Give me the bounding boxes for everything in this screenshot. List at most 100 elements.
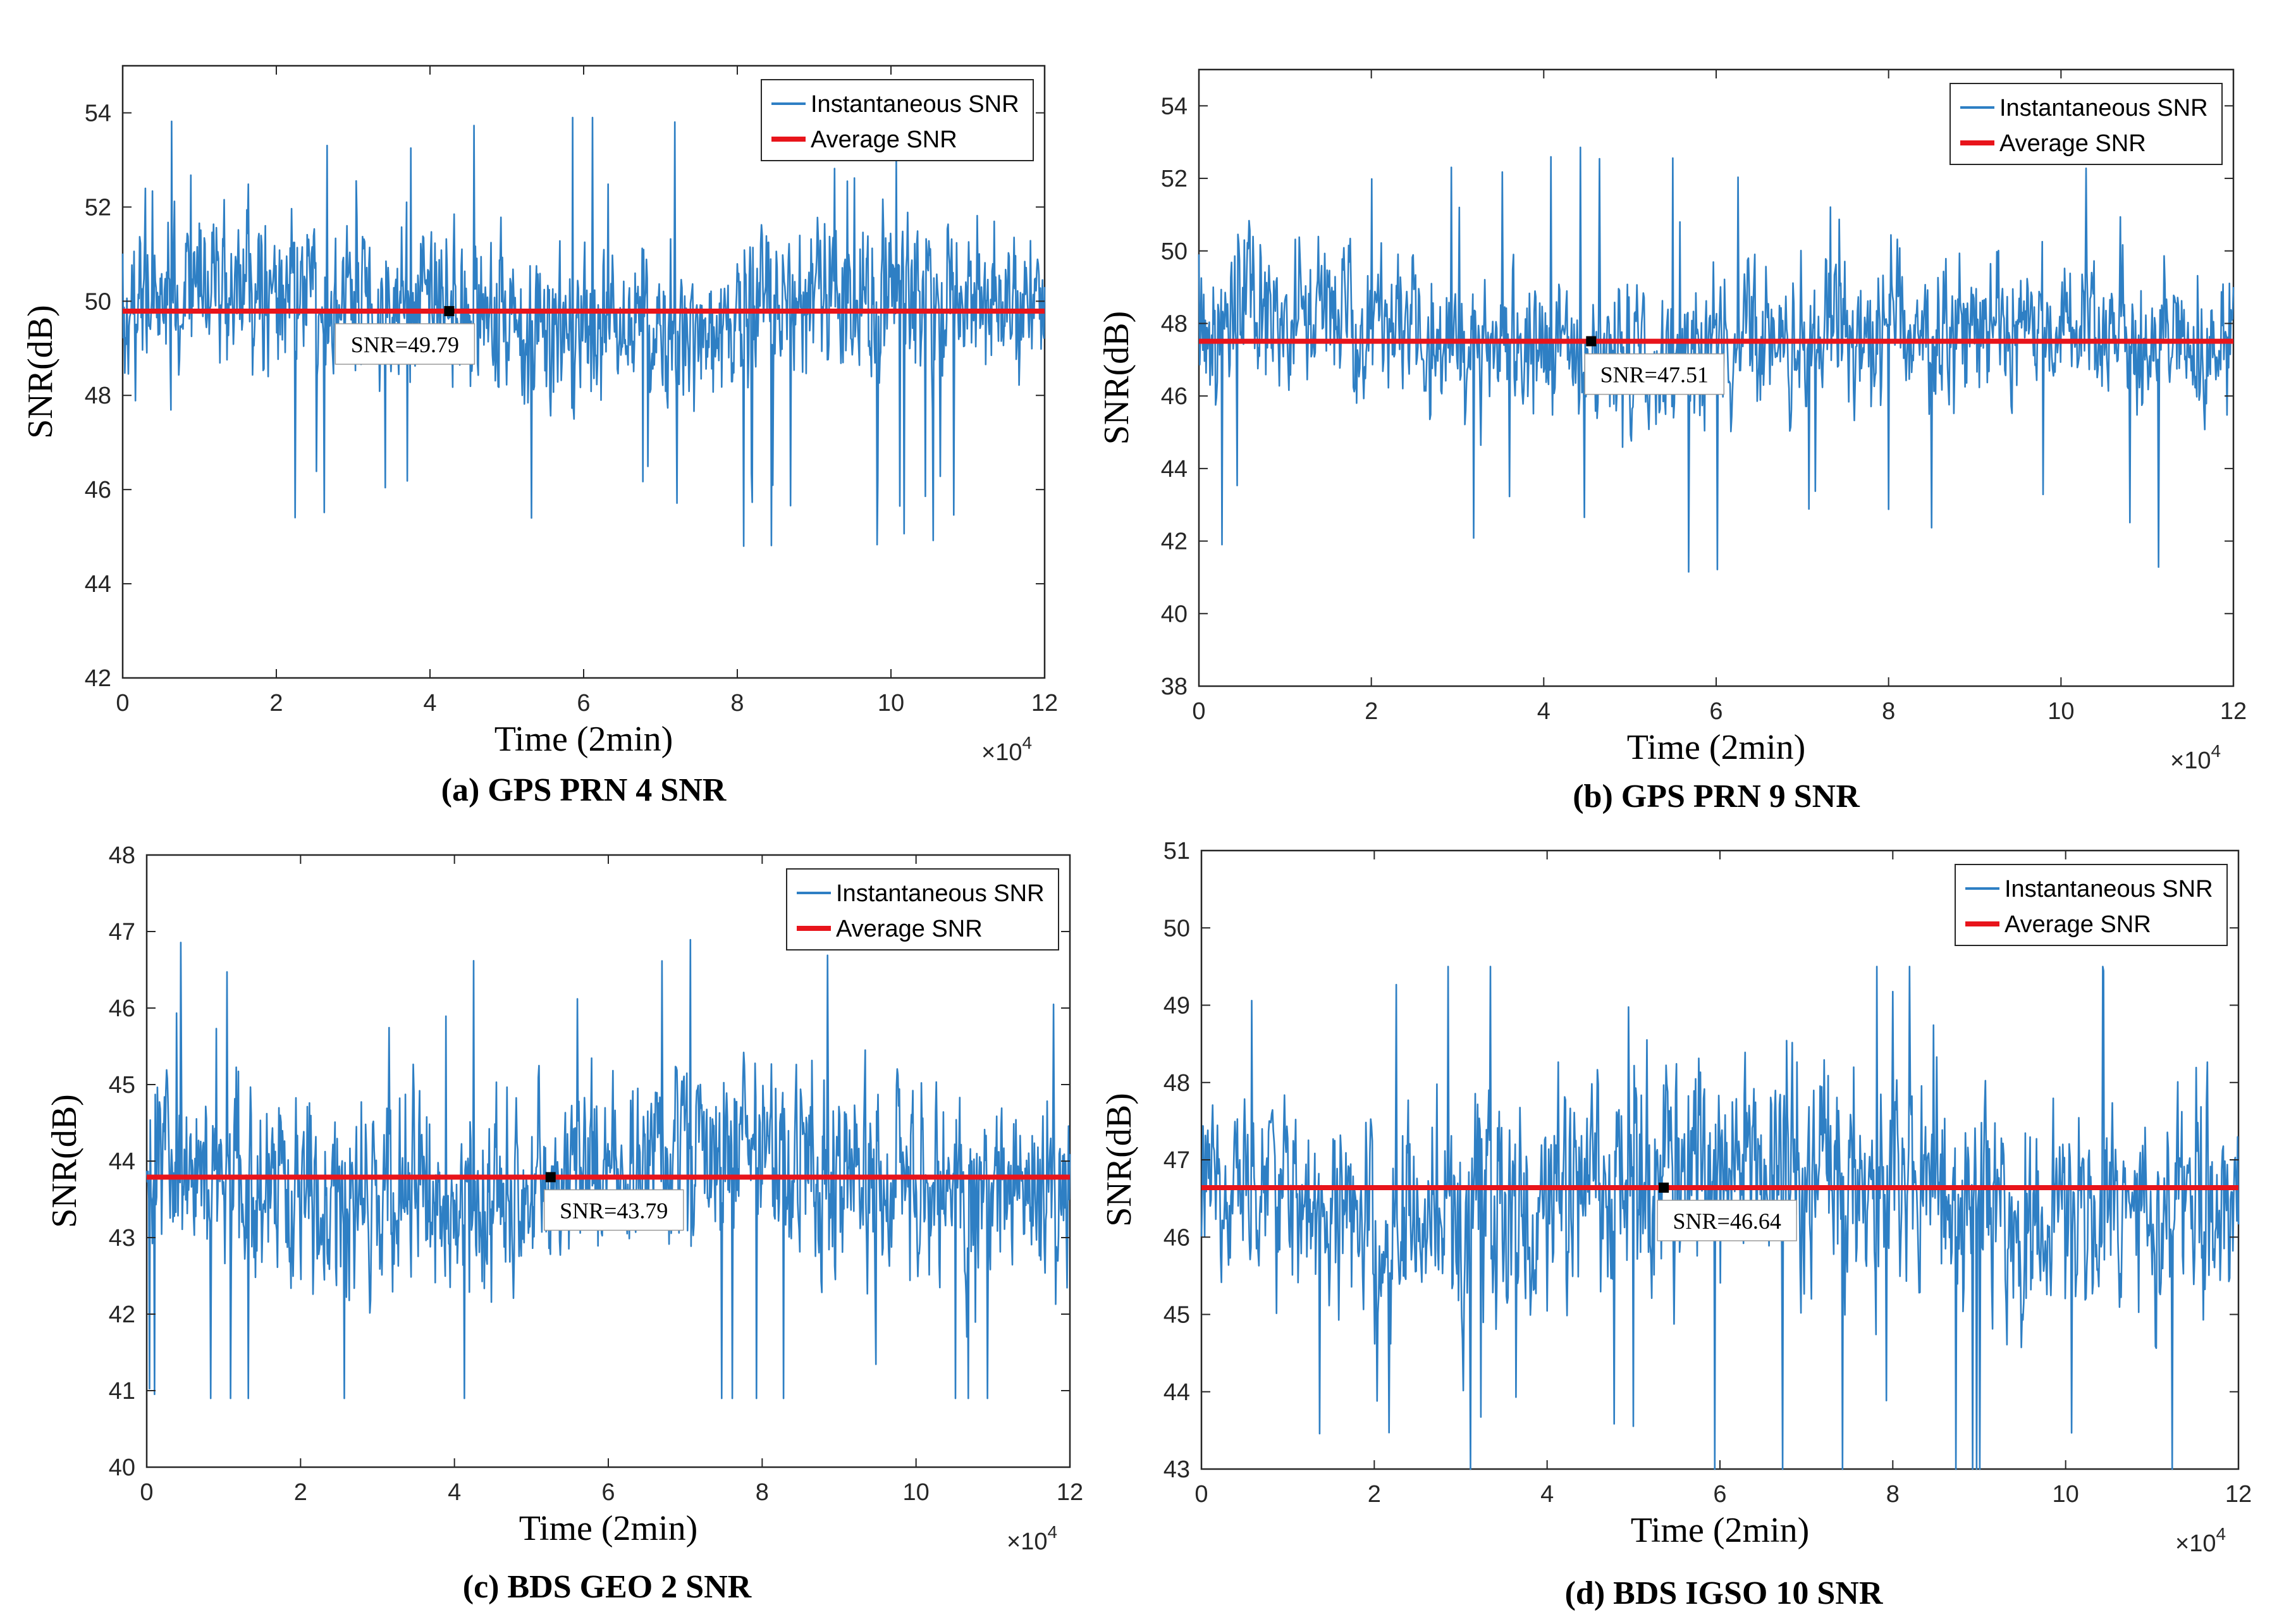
chart-a: SNR=49.790 2 4 6 8 10 1242444648505254×104Time… <box>21 65 1058 766</box>
y-axis-label-d: SNR(dB) <box>1100 1093 1139 1227</box>
ytick-label-c-46: 46 <box>109 995 135 1022</box>
ytick-label-b-50: 50 <box>1161 238 1188 265</box>
ytick-label-d-50: 50 <box>1163 915 1190 942</box>
ytick-label-c-44: 44 <box>109 1148 135 1175</box>
xtick-label-a-4: 4 <box>423 690 436 717</box>
datatip-box-a <box>335 323 476 365</box>
x-axis-label-a: Time (2min) <box>494 720 673 759</box>
datatip-box-d <box>1657 1200 1797 1241</box>
caption-b: (b) GPS PRN 9 SNR <box>1573 778 1860 815</box>
y-axis-label-a: SNR(dB) <box>21 305 60 439</box>
datatip-marker-d <box>1659 1183 1669 1193</box>
panel-b: SNR=47.51 0 2 4 6 8 10 12 38 40 42 44 46 48 50 52 54 ×104… <box>1097 0 2284 822</box>
ytick-label-a-52: 52 <box>85 194 111 221</box>
legend-label-average-b: Average SNR <box>1999 130 2146 157</box>
legend-d: Instantaneous SNR Average SNR <box>1955 864 2228 946</box>
chart-b: SNR=47.510 2 4 6 8 10 12384042444648505254×104… <box>1097 68 2247 774</box>
ytick-label-c-43: 43 <box>109 1225 135 1252</box>
chart-c: SNR=43.790 2 4 6 8 10 12404142434445464748×104… <box>45 842 1083 1555</box>
datatip-label-c: SNR=43.79 <box>560 1198 668 1223</box>
ytick-label-d-49: 49 <box>1163 993 1190 1019</box>
xtick-label-d-4: 4 <box>1540 1481 1554 1508</box>
x-exponent-c: ×104 <box>1007 1522 1057 1555</box>
xtick-label-d-12: 12 <box>2225 1481 2252 1508</box>
datatip-box-c <box>544 1189 684 1231</box>
caption-c: (c) BDS GEO 2 SNR <box>462 1569 752 1605</box>
ytick-label-c-47: 47 <box>109 919 135 945</box>
xtick-label-c-8: 8 <box>756 1479 769 1506</box>
ytick-label-b-40: 40 <box>1161 601 1188 627</box>
xtick-label-a-2: 2 <box>269 690 283 717</box>
x-exponent-power-c: 4 <box>1047 1522 1057 1542</box>
ytick-label-c-41: 41 <box>109 1378 135 1405</box>
xtick-label-c-12: 12 <box>1057 1479 1083 1506</box>
legend-box-b <box>1949 83 2223 165</box>
xtick-label-b-0: 0 <box>1192 698 1205 725</box>
plot-area-a <box>121 65 1046 679</box>
xtick-label-d-10: 10 <box>2053 1481 2079 1508</box>
legend-label-average-a: Average SNR <box>811 126 957 153</box>
panel-c: SNR=43.79 0 2 4 6 8 10 12 40 41 42 43 44 45 46 47 48 ×104… <box>0 822 1142 1624</box>
ytick-label-b-54: 54 <box>1161 93 1188 120</box>
datatip-label-b: SNR=47.51 <box>1600 362 1709 388</box>
legend-box-c <box>786 868 1059 950</box>
ytick-label-d-51: 51 <box>1163 838 1190 864</box>
y-axis-label-b: SNR(dB) <box>1097 311 1136 445</box>
x-exponent-power-b: 4 <box>2211 741 2221 761</box>
x-exponent-power-d: 4 <box>2216 1524 2226 1544</box>
instantaneous-snr-line-b <box>1198 146 2235 573</box>
xtick-label-b-8: 8 <box>1882 698 1895 725</box>
xtick-label-c-4: 4 <box>448 1479 461 1506</box>
ytick-label-c-48: 48 <box>109 842 135 869</box>
xtick-label-c-6: 6 <box>601 1479 615 1506</box>
xtick-label-c-2: 2 <box>294 1479 307 1506</box>
ytick-label-d-44: 44 <box>1163 1379 1190 1406</box>
ytick-label-a-46: 46 <box>85 477 111 503</box>
ytick-label-d-43: 43 <box>1163 1456 1190 1483</box>
chart-d: SNR=46.640 2 4 6 8 10 12434445464748495051×104… <box>1100 838 2252 1557</box>
ytick-label-a-44: 44 <box>85 571 111 598</box>
datatip-marker-b <box>1586 336 1597 347</box>
xtick-label-a-12: 12 <box>1031 690 1058 717</box>
x-axis-label-b: Time (2min) <box>1627 728 1806 767</box>
caption-a: (a) GPS PRN 4 SNR <box>441 772 727 808</box>
ytick-label-b-44: 44 <box>1161 456 1188 483</box>
ytick-label-d-45: 45 <box>1163 1302 1190 1329</box>
legend-label-instantaneous-d: Instantaneous SNR <box>2005 876 2213 902</box>
legend-box-a <box>761 79 1034 161</box>
instantaneous-snr-line-c <box>145 938 1071 1399</box>
xtick-label-b-4: 4 <box>1537 698 1550 725</box>
ytick-label-d-47: 47 <box>1163 1147 1190 1174</box>
datatip-label-a: SNR=49.79 <box>351 332 459 357</box>
legend-label-instantaneous-b: Instantaneous SNR <box>1999 95 2208 121</box>
legend-label-average-d: Average SNR <box>2005 911 2151 938</box>
x-exponent-b: ×104 <box>2170 741 2221 774</box>
legend-box-d <box>1955 864 2228 946</box>
y-axis-label-c: SNR(dB) <box>45 1094 84 1228</box>
ytick-label-a-50: 50 <box>85 288 111 315</box>
x-exponent-d: ×104 <box>2175 1524 2226 1557</box>
series-instantaneous-a <box>121 116 1046 547</box>
ytick-label-a-54: 54 <box>85 100 111 126</box>
legend-label-instantaneous-a: Instantaneous SNR <box>811 91 1019 118</box>
xtick-label-c-10: 10 <box>903 1479 930 1506</box>
legend-label-instantaneous-c: Instantaneous SNR <box>836 880 1045 907</box>
ytick-label-c-42: 42 <box>109 1301 135 1328</box>
xtick-label-a-10: 10 <box>878 690 904 717</box>
ytick-label-d-48: 48 <box>1163 1070 1190 1097</box>
series-instantaneous-c <box>145 938 1071 1399</box>
datatip-marker-c <box>545 1172 556 1183</box>
xtick-label-d-2: 2 <box>1368 1481 1381 1508</box>
legend-a: Instantaneous SNR Average SNR <box>761 79 1034 161</box>
ytick-label-a-48: 48 <box>85 383 111 409</box>
panel-a: SNR=49.79 0 2 4 6 8 10 12 42 44 46 48 50 52 54 ×104 Time… <box>0 0 1142 822</box>
datatip-label-d: SNR=46.64 <box>1673 1209 1781 1234</box>
legend-label-average-c: Average SNR <box>836 916 983 942</box>
ytick-label-a-42: 42 <box>85 665 111 692</box>
xtick-label-d-8: 8 <box>1886 1481 1900 1508</box>
x-exponent-a: ×104 <box>981 733 1032 766</box>
legend-b: Instantaneous SNR Average SNR <box>1949 83 2223 165</box>
ytick-label-b-42: 42 <box>1161 529 1188 555</box>
ytick-label-c-40: 40 <box>109 1455 135 1481</box>
